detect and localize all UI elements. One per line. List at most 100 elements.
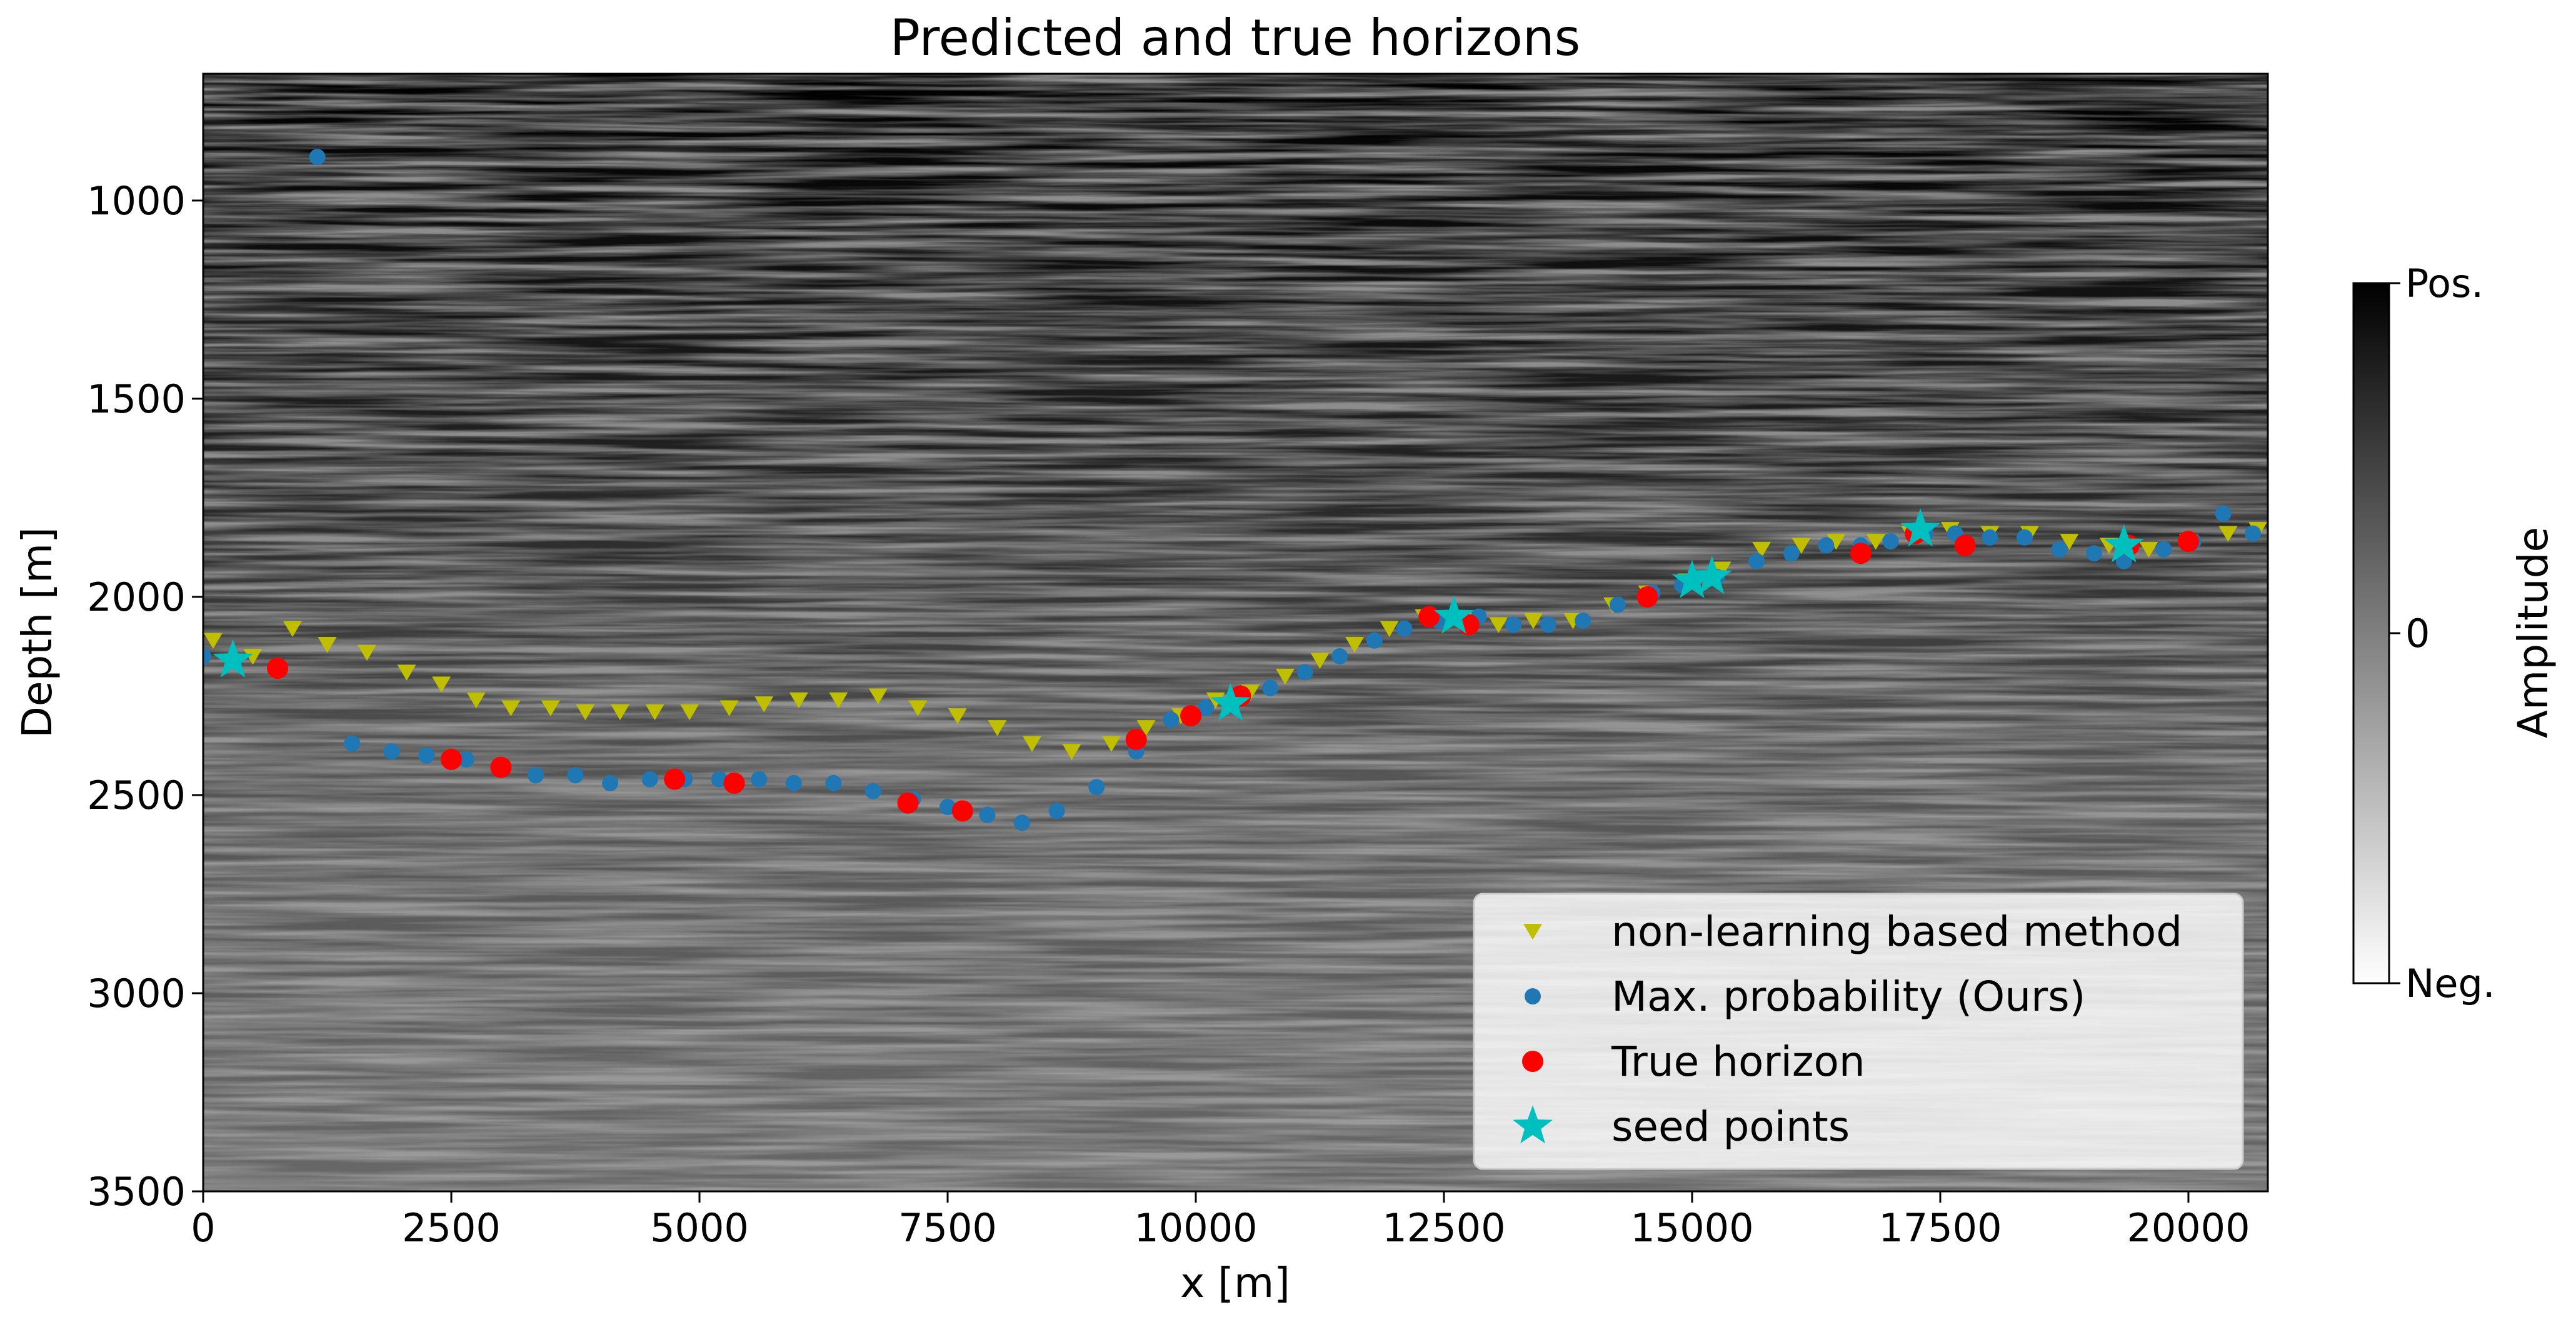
x-axis-label: x [m]	[1180, 1259, 1290, 1307]
colorbar-label: Amplitude	[2509, 527, 2557, 738]
data-point	[1262, 679, 1279, 696]
data-point	[1136, 720, 1156, 736]
data-point	[711, 771, 728, 788]
y-tick-label: 3500	[87, 1169, 186, 1214]
data-point	[283, 621, 302, 638]
x-tick-label: 0	[191, 1205, 215, 1251]
data-point	[490, 756, 512, 778]
y-tick-label: 2000	[87, 574, 186, 620]
data-point	[1505, 616, 1522, 633]
data-point	[1609, 596, 1626, 613]
legend-marker	[1512, 1105, 1553, 1144]
data-point	[680, 704, 699, 721]
data-point	[785, 774, 802, 791]
data-point	[1954, 534, 1976, 556]
data-point	[567, 767, 584, 784]
data-point	[2177, 531, 2199, 553]
data-point	[948, 708, 967, 724]
data-point	[1296, 664, 1313, 681]
data-point	[1396, 620, 1413, 637]
y-tick-label: 1500	[87, 376, 186, 422]
data-point	[719, 700, 739, 716]
data-point	[868, 688, 888, 704]
data-point	[951, 800, 973, 822]
legend-marker	[1525, 988, 1541, 1004]
data-point	[2115, 553, 2132, 569]
x-axis-ticks: 0 2500 5000 7500 10000 12500 15000 17500 20000	[191, 1191, 2250, 1251]
data-point	[979, 806, 996, 823]
data-point	[723, 772, 745, 794]
legend-item: Max. probability (Ours)	[1525, 973, 2085, 1021]
data-point	[2218, 526, 2238, 542]
data-point	[754, 696, 774, 713]
data-point	[789, 692, 808, 709]
data-point	[2155, 541, 2172, 558]
data-point	[1792, 538, 1811, 554]
data-point	[1275, 668, 1295, 685]
data-point	[1310, 653, 1330, 669]
data-point	[1783, 545, 1800, 562]
data-point	[1540, 616, 1556, 633]
data-point	[645, 704, 664, 721]
legend-marker	[1523, 924, 1542, 940]
legend-item: True horizon	[1522, 1038, 1865, 1086]
legend-item: seed points	[1512, 1103, 1850, 1151]
data-point	[829, 692, 848, 709]
legend-box	[1473, 893, 2244, 1170]
data-point	[267, 658, 289, 679]
data-point	[1163, 711, 1180, 728]
data-point	[1752, 541, 1772, 558]
data-point	[641, 771, 658, 788]
x-tick-label: 2500	[402, 1205, 501, 1251]
colorbar: Pos. 0 Neg. Amplitude	[2352, 261, 2557, 1006]
data-point	[908, 700, 928, 716]
legend-label: True horizon	[1611, 1038, 1865, 1086]
data-point	[1380, 621, 1399, 638]
data-point	[1433, 595, 1474, 634]
data-point	[1014, 814, 1031, 831]
legend-label: seed points	[1611, 1103, 1850, 1151]
data-point	[1827, 534, 1846, 550]
data-point	[1366, 632, 1383, 649]
data-point	[203, 648, 211, 665]
data-point	[318, 637, 337, 653]
legend-item: non-learning based method	[1523, 908, 2182, 956]
data-point	[243, 649, 263, 665]
data-point	[1197, 699, 1214, 716]
data-point	[2245, 525, 2262, 542]
colorbar-tick-label: Pos.	[2405, 261, 2483, 306]
x-tick-label: 17500	[1878, 1205, 2002, 1251]
data-point	[309, 149, 326, 166]
data-point	[1489, 617, 1508, 633]
data-point	[458, 751, 474, 768]
data-point	[1048, 803, 1065, 819]
x-tick-label: 20000	[2127, 1205, 2250, 1251]
data-point	[418, 747, 435, 764]
data-point	[2103, 524, 2144, 563]
data-point	[501, 700, 521, 716]
data-point	[397, 664, 416, 681]
data-point	[2060, 534, 2079, 550]
data-point	[865, 783, 881, 799]
data-point	[988, 720, 1007, 736]
axes-frame	[202, 73, 2269, 1193]
data-point	[2139, 541, 2158, 558]
data-point	[541, 700, 560, 716]
legend: non-learning based method Max. probabilit…	[1473, 893, 2244, 1170]
data-point	[2016, 529, 2033, 546]
data-point	[1636, 586, 1658, 608]
data-point	[383, 743, 400, 760]
x-tick-label: 15000	[1630, 1205, 1753, 1251]
y-tick-label: 1000	[87, 178, 186, 224]
data-point	[1900, 508, 1941, 547]
data-point	[1850, 543, 1872, 564]
series-3	[213, 508, 2144, 721]
data-point	[1882, 533, 1899, 550]
data-point	[2086, 545, 2103, 562]
data-point	[440, 748, 462, 770]
data-point	[576, 704, 595, 721]
data-point	[1575, 612, 1591, 629]
data-point	[1866, 534, 1885, 550]
data-point	[751, 771, 768, 788]
